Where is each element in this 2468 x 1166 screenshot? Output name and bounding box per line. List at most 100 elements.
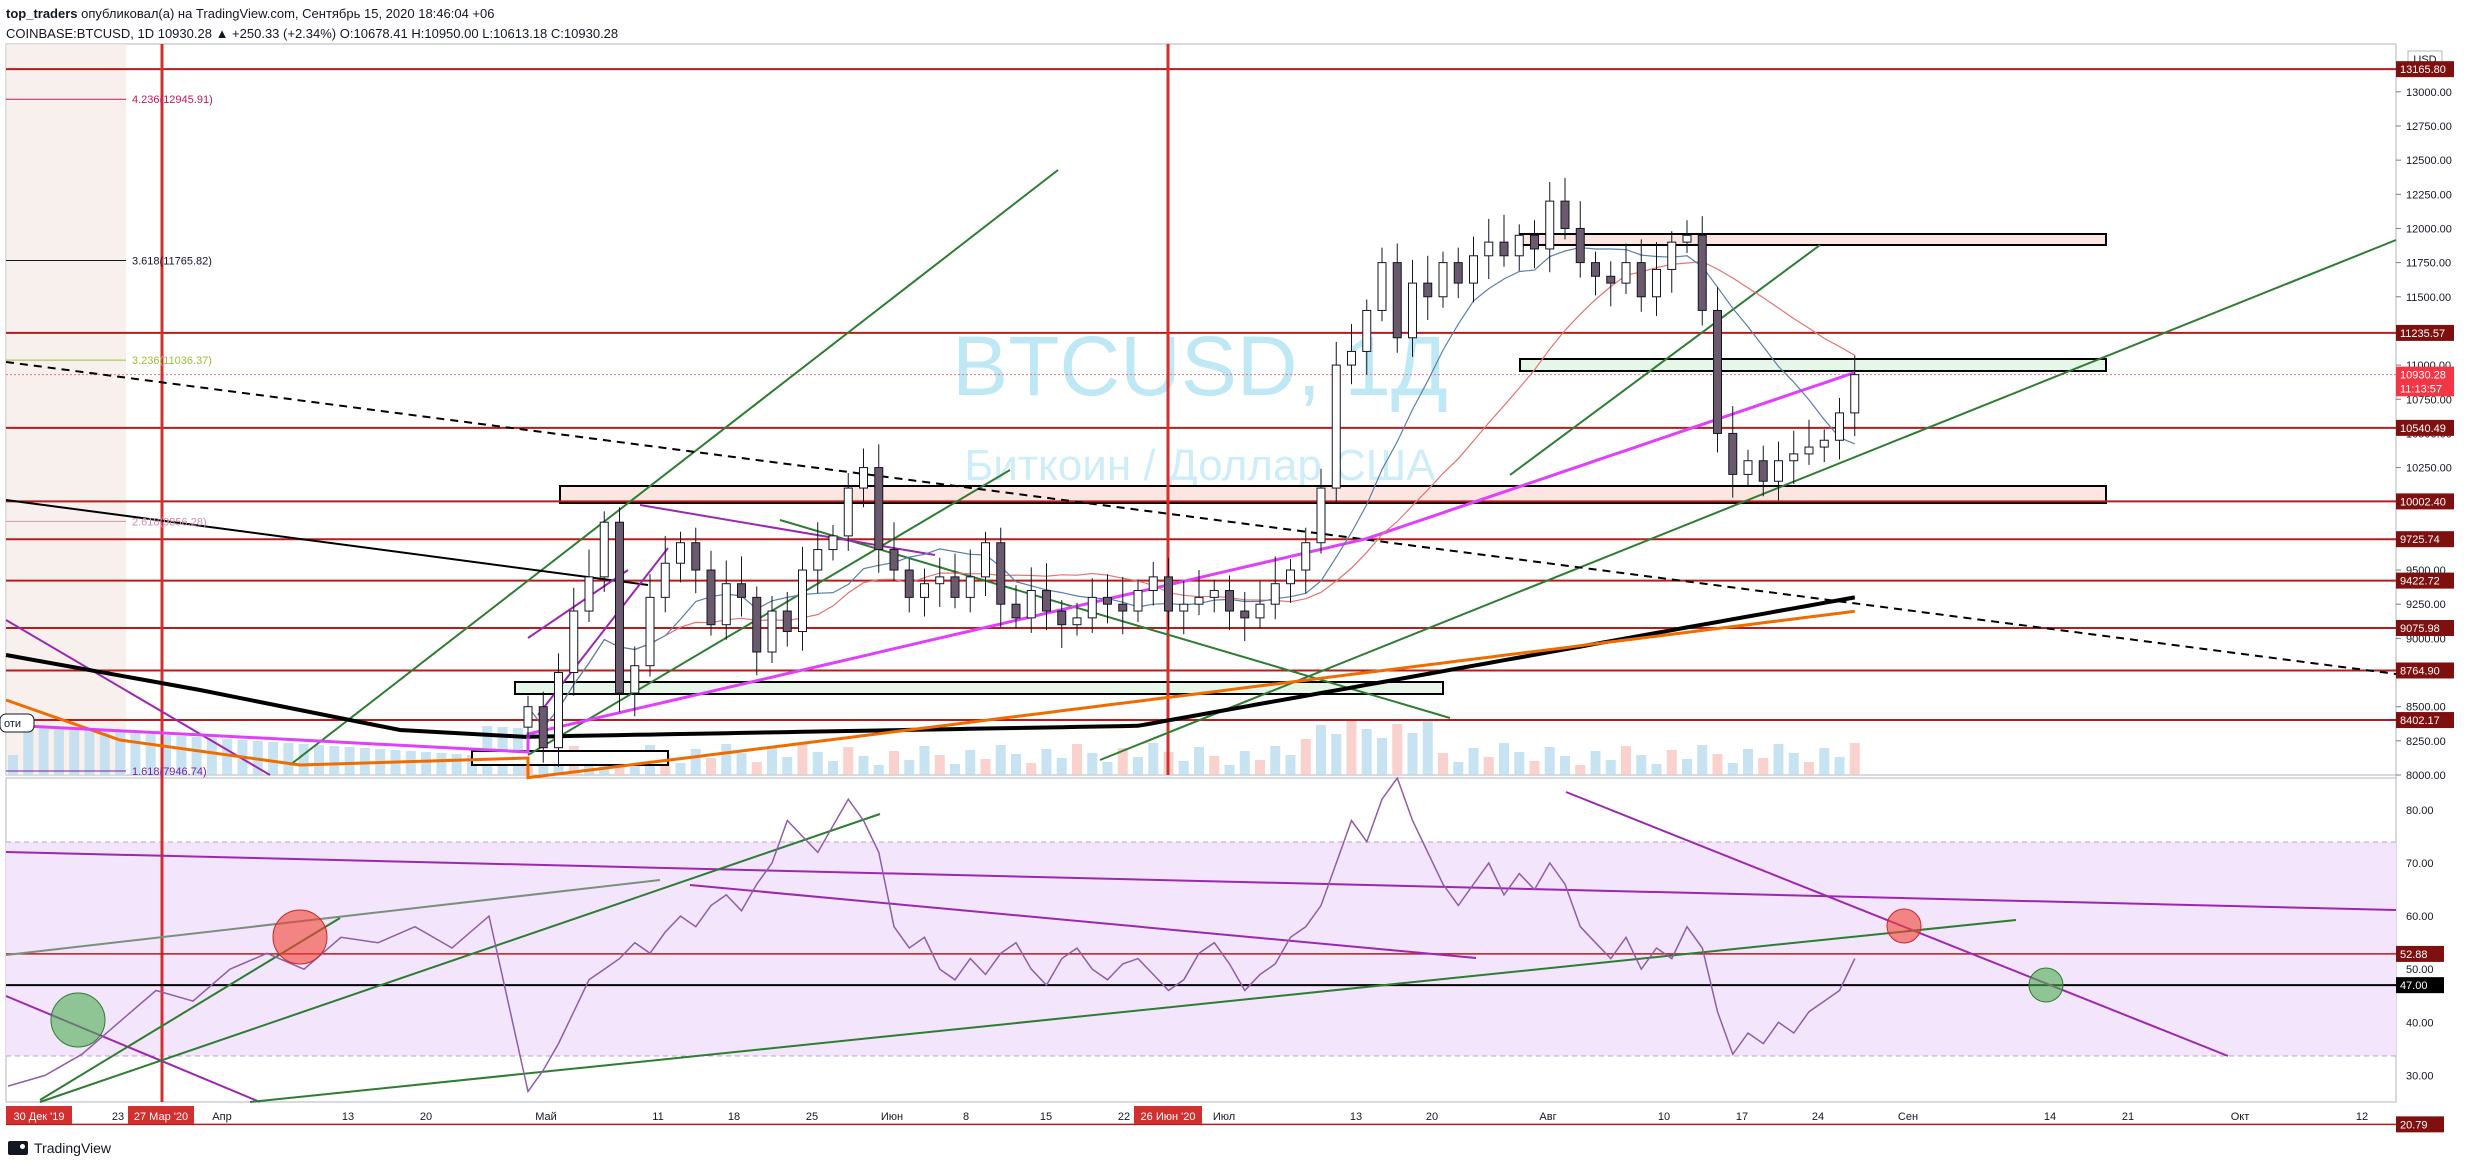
- candle-body-58: [1408, 282, 1417, 339]
- candle-body-45: [1209, 590, 1219, 598]
- volume-bar-16: [767, 748, 777, 775]
- time-marker-3: 26 Июн '20: [1141, 1111, 1196, 1123]
- trendline-black[interactable]: [5, 499, 649, 586]
- volume-bar-early-17: [268, 742, 279, 775]
- volume-bar-early-28: [436, 753, 447, 775]
- rsi-marker-green-left[interactable]: [50, 992, 106, 1048]
- volume-bar-74: [1651, 764, 1662, 775]
- candle-body-29: [965, 576, 975, 598]
- candle-body-31: [996, 542, 1006, 605]
- price-tag-10: 8402.17: [2400, 715, 2440, 727]
- price-tag-5: 10002.40: [2400, 496, 2446, 508]
- candle-body-32: [1011, 603, 1021, 619]
- trendline-purple-left[interactable]: [5, 619, 271, 776]
- tradingview-brand[interactable]: TradingView: [34, 1140, 112, 1156]
- time-tick-11: Июл: [1213, 1111, 1235, 1123]
- time-tick-19: 14: [2044, 1111, 2056, 1123]
- volume-bar-58: [1407, 733, 1418, 775]
- resistance-box-top[interactable]: [1519, 233, 2107, 246]
- time-tick-22: 12: [2356, 1111, 2368, 1123]
- side-tag-box[interactable]: [0, 713, 35, 733]
- price-tag-6: 9725.74: [2400, 534, 2440, 546]
- rsi-marker-green-right[interactable]: [2028, 967, 2064, 1003]
- rsi-tag-box-2: [2396, 1116, 2444, 1133]
- price-tag-box-6: [2396, 531, 2454, 548]
- candle-body-16: [767, 610, 777, 653]
- volume-bar-51: [1300, 739, 1311, 775]
- rsi-trend-purple-left[interactable]: [5, 995, 261, 1103]
- price-tick-label-18: 8250.00: [2406, 736, 2446, 748]
- volume-bar-78: [1712, 754, 1723, 775]
- candle-body-52: [1316, 487, 1326, 544]
- volume-bar-early-19: [298, 744, 309, 775]
- time-marker-1: 23: [112, 1111, 124, 1123]
- candle-body-65: [1514, 234, 1524, 257]
- rsi-tag-box-1: [2396, 977, 2444, 994]
- volume-bar-87: [1849, 743, 1860, 775]
- volume-bar-early-6: [99, 731, 110, 775]
- price-scale[interactable]: [2396, 44, 2468, 775]
- rsi-trend-green-1[interactable]: [39, 813, 881, 1103]
- trendline-green-4[interactable]: [1099, 239, 2397, 761]
- rsi-tag-0: 52.88: [2400, 949, 2428, 961]
- author-name[interactable]: top_traders: [6, 6, 78, 21]
- symbol-name[interactable]: COINBASE:BTCUSD, 1D: [6, 26, 155, 41]
- candle-body-7: [630, 665, 640, 694]
- price-tick-label-0: 13000.00: [2406, 87, 2452, 99]
- candle-body-25: [904, 569, 914, 598]
- price-tick-label-15: 9000.00: [2406, 633, 2446, 645]
- candles[interactable]: [523, 177, 1860, 767]
- time-tick-7: Июн: [881, 1111, 903, 1123]
- fib-labels: 4.236(12945.91) 3.618(11765.82) 3.236(1103…: [6, 94, 213, 778]
- volume-bar-80: [1743, 749, 1753, 775]
- trendline-green-5[interactable]: [1509, 244, 1821, 476]
- candle-body-55: [1362, 309, 1372, 352]
- price-tick-label-5: 11750.00: [2406, 258, 2451, 270]
- volume-bar-53: [1331, 734, 1342, 775]
- time-marker-box-0: [6, 1106, 72, 1124]
- volume-bar-early-14: [222, 739, 233, 775]
- candle-body-13: [721, 583, 731, 626]
- price-tick-label-4: 12000.00: [2406, 223, 2452, 235]
- price-pane[interactable]: [5, 43, 2397, 776]
- volume-bar-10: [675, 763, 686, 775]
- price-tick-label-9: 10750.00: [2406, 394, 2452, 406]
- candle-body-56: [1377, 262, 1387, 311]
- support-box-bottom[interactable]: [471, 750, 669, 766]
- rsi-marker-red-left[interactable]: [272, 909, 328, 965]
- rsi-tick-label-1: 70.00: [2406, 858, 2434, 870]
- candle-body-46: [1225, 590, 1234, 612]
- volume-bar-early-2: [38, 727, 49, 775]
- side-tag[interactable]: оти: [4, 718, 21, 730]
- time-tick-15: 10: [1658, 1111, 1670, 1123]
- candle-body-48: [1255, 603, 1265, 619]
- resistance-box-mid[interactable]: [1519, 358, 2107, 372]
- close-value: 10930.28: [563, 26, 619, 41]
- support-box-low[interactable]: [514, 681, 1444, 695]
- time-tick-12: 13: [1350, 1111, 1362, 1123]
- low-label: L:: [482, 26, 494, 41]
- channel-purple-3[interactable]: [639, 504, 936, 556]
- watermark-subtitle: Биткоин / Доллар США: [964, 441, 1436, 490]
- rsi-marker-red-right[interactable]: [1886, 908, 1922, 944]
- candle-body-64: [1499, 241, 1509, 257]
- trendline-green-1[interactable]: [289, 169, 1059, 766]
- volume-bar-73: [1636, 755, 1647, 775]
- price-chart[interactable]: BTCUSD, 1Д Биткоин / Доллар США 4.236(12…: [0, 0, 2468, 1140]
- channel-purple-1[interactable]: [527, 569, 629, 639]
- fib-label-1: 3.618(11765.82): [132, 255, 212, 267]
- tradingview-logo-icon: [8, 1141, 28, 1155]
- trendline-dashed[interactable]: [5, 361, 2397, 675]
- candle-body-87: [1850, 374, 1860, 414]
- rsi-trend-purple-mid[interactable]: [689, 884, 1477, 959]
- time-marker-2: 27 Мар '20: [134, 1111, 188, 1123]
- price-tick-label-17: 8500.00: [2406, 702, 2446, 714]
- price-tag-9: 8764.90: [2400, 665, 2440, 677]
- high-label: H:: [411, 26, 425, 41]
- volume-bar-39: [1117, 748, 1128, 775]
- rsi-trend-purple-long[interactable]: [5, 851, 2397, 911]
- candle-body-66: [1530, 234, 1539, 250]
- rsi-trend-green-2[interactable]: [249, 919, 2017, 1103]
- candle-body-82: [1774, 460, 1783, 482]
- rsi-trend-grey[interactable]: [5, 879, 661, 956]
